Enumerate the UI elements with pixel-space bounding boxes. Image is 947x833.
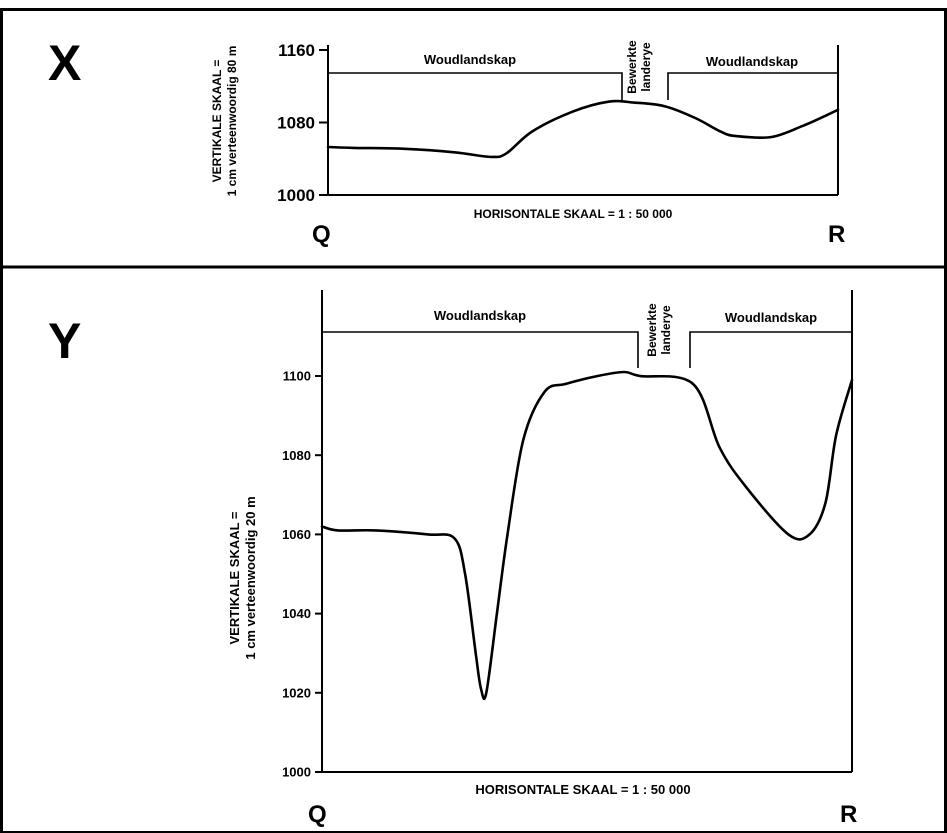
- frame: [0, 8, 947, 833]
- panel-x-vertical-scale: VERTIKALE SKAAL = 1 cm verteenwoordig 80…: [210, 46, 239, 197]
- panel-y-y-tick-label: 1080: [282, 448, 311, 463]
- panel-x-land-use-left: Woudlandskap: [424, 52, 516, 67]
- panel-y-land-use-middle-line2: landerye: [659, 305, 673, 355]
- panel-y-land-use-right-bracket: [689, 331, 852, 368]
- panel-y-start-point: Q: [308, 801, 327, 828]
- panel-y-vertical-scale: VERTIKALE SKAAL = 1 cm verteenwoordig 20…: [227, 496, 258, 659]
- panel-y-y-tick-label: 1060: [282, 527, 311, 542]
- panel-x-profile-line: [326, 99, 840, 159]
- panel-y-y-tick-label: 1040: [282, 606, 311, 621]
- panel-x-land-use-middle: Bewerkte landerye: [625, 40, 653, 94]
- panel-y-end-point: R: [840, 801, 857, 828]
- panel-x-y-tick-label: 1080: [277, 113, 315, 132]
- panel-x-y-tick-label: 1160: [278, 41, 315, 60]
- panel-x-y-tick-label: 1000: [277, 186, 315, 205]
- panel-y-axes: [321, 290, 853, 773]
- panel-y-profile-line: [320, 370, 854, 701]
- panel-y-land-use-left: Woudlandskap: [434, 308, 526, 323]
- panel-y-land-use-right: Woudlandskap: [725, 310, 817, 325]
- panel-y-vertical-scale-line2: 1 cm verteenwoordig 20 m: [243, 496, 258, 659]
- panel-y-y-ticks: 1100 1080 1060 1040 1020 1000: [282, 369, 322, 780]
- panel-y-vertical-scale-line1: VERTIKALE SKAAL =: [227, 511, 242, 644]
- panel-x-land-use-middle-line1: Bewerkte: [625, 40, 639, 94]
- panel-x-y-ticks: 1160 1080 1000: [277, 41, 328, 205]
- panel-y: Y VERTIKALE SKAAL = 1 cm verteenwoordig …: [48, 290, 857, 828]
- panel-x-letter: X: [48, 35, 81, 91]
- panel-y-y-tick-label: 1100: [283, 369, 311, 384]
- panel-y-letter: Y: [48, 313, 81, 369]
- panel-x-land-use-left-bracket: [328, 72, 623, 100]
- panel-y-land-use-left-bracket: [322, 331, 639, 368]
- panel-x: X VERTIKALE SKAAL = 1 cm verteenwoordig …: [48, 35, 845, 248]
- panel-x-horizontal-scale: HORISONTALE SKAAL = 1 : 50 000: [474, 207, 673, 221]
- panel-x-land-use-middle-line2: landerye: [639, 42, 653, 92]
- panel-x-land-use-right-bracket: [667, 72, 838, 100]
- panel-y-land-use-middle-line1: Bewerkte: [645, 303, 659, 357]
- panel-x-vertical-scale-line1: VERTIKALE SKAAL =: [210, 60, 224, 183]
- panel-x-land-use: [328, 72, 838, 100]
- panel-x-axes: [327, 45, 839, 196]
- panel-x-land-use-right: Woudlandskap: [706, 54, 798, 69]
- panel-x-vertical-scale-line2: 1 cm verteenwoordig 80 m: [225, 46, 239, 197]
- panel-y-land-use-middle: Bewerkte landerye: [645, 303, 673, 357]
- panel-y-y-tick-label: 1000: [282, 765, 311, 780]
- frame-border: [0, 8, 947, 833]
- panel-x-end-point: R: [828, 221, 845, 248]
- panel-y-horizontal-scale: HORISONTALE SKAAL = 1 : 50 000: [475, 782, 690, 797]
- panel-x-start-point: Q: [312, 221, 331, 248]
- panel-y-land-use: [322, 331, 852, 368]
- panel-y-y-tick-label: 1020: [282, 685, 311, 700]
